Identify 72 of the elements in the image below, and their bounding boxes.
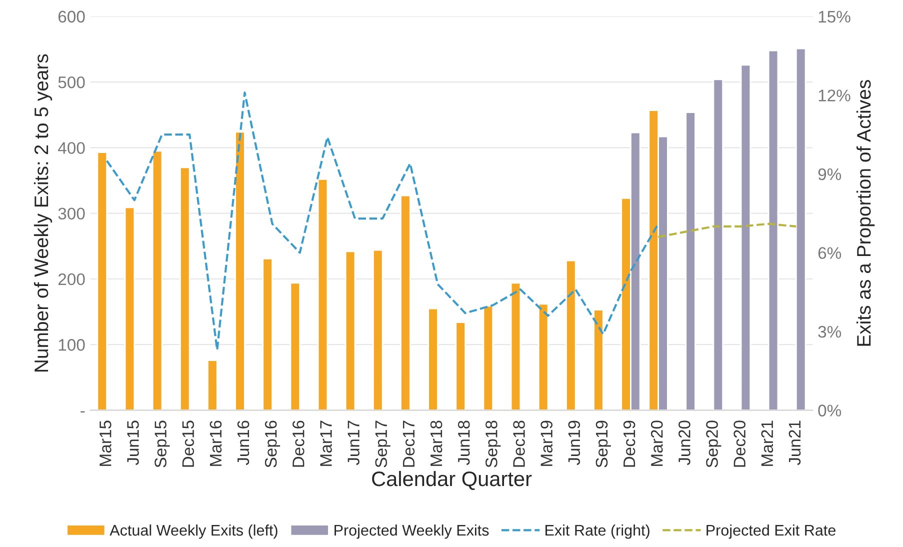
x-axis-title: Calendar Quarter <box>372 470 532 490</box>
y-tick-label: 300 <box>58 208 85 220</box>
bar <box>455 322 466 410</box>
bar <box>262 258 273 410</box>
x-tick-label: Dec19 <box>623 420 636 467</box>
bar <box>482 305 494 410</box>
x-tick-label: Dec15 <box>182 420 194 467</box>
x-tick-label: Jun20 <box>678 420 690 466</box>
bar <box>344 250 356 410</box>
x-tick-label: Sep18 <box>486 420 501 468</box>
x-tick-label: Mar15 <box>100 420 112 466</box>
x-tick-label: Dec20 <box>734 420 746 467</box>
bar <box>290 282 301 410</box>
bar <box>712 78 724 410</box>
legend-label: Projected Weekly Exits <box>334 524 489 539</box>
x-tick-label: Jun17 <box>348 420 360 466</box>
y-tick-label: 100 <box>58 339 85 351</box>
bar <box>96 152 108 410</box>
legend-label: Projected Exit Rate <box>706 524 836 539</box>
y2-tick-label: 9% <box>818 168 842 180</box>
bar <box>795 48 806 410</box>
x-tick-label: Mar16 <box>210 420 222 466</box>
bar <box>768 50 779 410</box>
x-tick-label: Sep20 <box>706 420 722 468</box>
bar <box>152 150 163 410</box>
bar <box>428 308 438 410</box>
line-series <box>106 92 660 351</box>
x-tick-label: Jun19 <box>568 420 580 466</box>
y-tick-label: 600 <box>58 10 85 23</box>
x-tick-label: Dec16 <box>292 420 304 467</box>
legend-label: Exit Rate (right) <box>546 524 650 539</box>
x-tick-label: Jun18 <box>458 420 470 466</box>
y2-tick-label: 12% <box>818 90 850 102</box>
bar <box>124 206 136 410</box>
y-tick-label: - <box>80 411 85 413</box>
x-tick-label: Sep19 <box>596 420 611 468</box>
x-tick-label: Jun16 <box>237 420 250 466</box>
y2-tick-label: 0% <box>818 404 842 416</box>
y-axis-title: Number of Weekly Exits: 2 to 5 years <box>34 54 52 372</box>
y2-tick-label: 6% <box>818 247 842 259</box>
line-series <box>657 222 798 238</box>
x-tick-label: Jun15 <box>127 420 139 466</box>
y-tick-label: 200 <box>58 273 85 286</box>
y-tick-label: 400 <box>58 142 85 154</box>
x-tick-label: Mar21 <box>761 420 774 466</box>
bar <box>234 131 246 410</box>
bar <box>593 309 604 410</box>
x-tick-label: Sep15 <box>154 420 170 468</box>
bar <box>740 64 752 410</box>
x-tick-label: Mar20 <box>650 420 663 466</box>
bar <box>179 166 190 410</box>
x-tick-label: Jun21 <box>788 420 801 466</box>
bar <box>372 249 384 410</box>
y-tick-label: 500 <box>58 76 85 88</box>
bar <box>685 112 696 410</box>
bar <box>510 282 522 410</box>
x-tick-label: Sep17 <box>375 420 390 468</box>
bar <box>317 178 328 410</box>
x-tick-label: Mar17 <box>320 420 332 466</box>
y2-axis-title: Exits as a Proportion of Actives <box>856 80 875 346</box>
bar <box>400 194 411 410</box>
y2-tick-label: 15% <box>818 10 850 23</box>
x-tick-label: Mar18 <box>430 420 442 466</box>
bar <box>538 303 549 410</box>
y2-tick-label: 3% <box>818 326 842 338</box>
bar <box>207 360 218 410</box>
x-tick-label: Mar19 <box>540 420 552 466</box>
x-tick-label: Dec17 <box>402 420 415 467</box>
x-tick-label: Sep16 <box>264 420 280 468</box>
x-tick-label: Dec18 <box>513 420 525 467</box>
bar <box>566 260 576 410</box>
legend-label: Actual Weekly Exits (left) <box>110 524 278 539</box>
